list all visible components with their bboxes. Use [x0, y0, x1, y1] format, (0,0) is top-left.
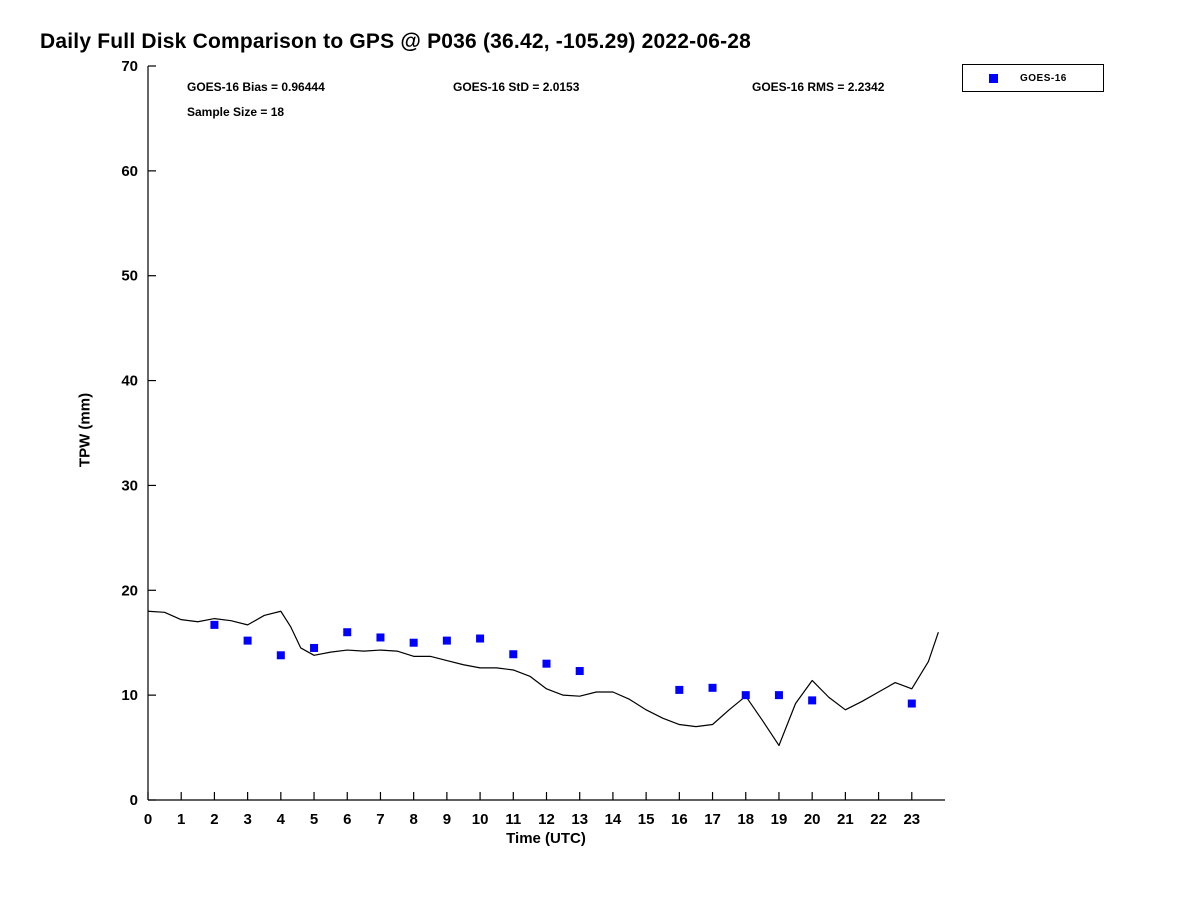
- x-axis-label: Time (UTC): [506, 830, 586, 847]
- y-tick-label: 20: [121, 582, 138, 599]
- y-tick-label: 10: [121, 687, 138, 704]
- x-tick-label: 7: [376, 811, 384, 828]
- x-tick-label: 14: [605, 811, 622, 828]
- x-tick-label: 16: [671, 811, 688, 828]
- stat-std: GOES-16 StD = 2.0153: [453, 80, 580, 94]
- y-tick-label: 40: [121, 373, 138, 390]
- x-tick-label: 5: [310, 811, 318, 828]
- x-tick-label: 8: [409, 811, 417, 828]
- goes16-marker: [210, 620, 219, 629]
- goes16-marker: [542, 659, 551, 668]
- goes16-marker: [276, 651, 285, 660]
- x-tick-label: 0: [144, 811, 152, 828]
- x-tick-label: 20: [804, 811, 821, 828]
- goes16-marker: [741, 691, 750, 700]
- x-tick-label: 2: [210, 811, 218, 828]
- x-tick-label: 13: [571, 811, 588, 828]
- x-tick-label: 23: [903, 811, 920, 828]
- x-tick-label: 12: [538, 811, 555, 828]
- stat-bias: GOES-16 Bias = 0.96444: [187, 80, 325, 94]
- x-tick-label: 10: [472, 811, 489, 828]
- x-tick-label: 19: [771, 811, 788, 828]
- goes16-marker: [409, 638, 418, 647]
- goes16-marker: [243, 636, 252, 645]
- legend-goes16-label: GOES-16: [1020, 72, 1067, 84]
- goes16-marker: [708, 683, 717, 692]
- goes16-marker: [376, 633, 385, 642]
- x-tick-label: 6: [343, 811, 351, 828]
- goes16-marker: [343, 628, 352, 637]
- x-tick-label: 9: [443, 811, 451, 828]
- y-tick-label: 0: [130, 792, 138, 809]
- y-tick-label: 70: [121, 58, 138, 75]
- legend-box: GOES-16: [962, 64, 1104, 92]
- goes16-marker: [808, 696, 817, 705]
- goes16-marker: [907, 699, 916, 708]
- legend-goes16-marker-icon: [989, 73, 998, 83]
- x-tick-label: 21: [837, 811, 854, 828]
- x-tick-label: 15: [638, 811, 655, 828]
- goes16-marker: [476, 634, 485, 643]
- x-tick-label: 17: [704, 811, 721, 828]
- x-tick-label: 3: [243, 811, 251, 828]
- goes16-marker: [310, 643, 319, 652]
- y-tick-label: 30: [121, 477, 138, 494]
- goes16-marker: [774, 691, 783, 700]
- x-tick-label: 11: [505, 811, 521, 828]
- y-tick-label: 60: [121, 163, 138, 180]
- x-tick-label: 1: [177, 811, 185, 828]
- goes16-marker: [442, 636, 451, 645]
- goes16-marker: [675, 685, 684, 694]
- goes16-marker: [509, 650, 518, 659]
- x-tick-label: 22: [870, 811, 887, 828]
- stat-rms: GOES-16 RMS = 2.2342: [752, 80, 885, 94]
- x-tick-label: 18: [737, 811, 754, 828]
- goes16-marker: [575, 667, 584, 676]
- y-tick-label: 50: [121, 268, 138, 285]
- chart-title: Daily Full Disk Comparison to GPS @ P036…: [40, 30, 752, 53]
- stat-sample-size: Sample Size = 18: [187, 105, 285, 119]
- x-tick-label: 4: [277, 811, 286, 828]
- gps-line: [147, 610, 939, 747]
